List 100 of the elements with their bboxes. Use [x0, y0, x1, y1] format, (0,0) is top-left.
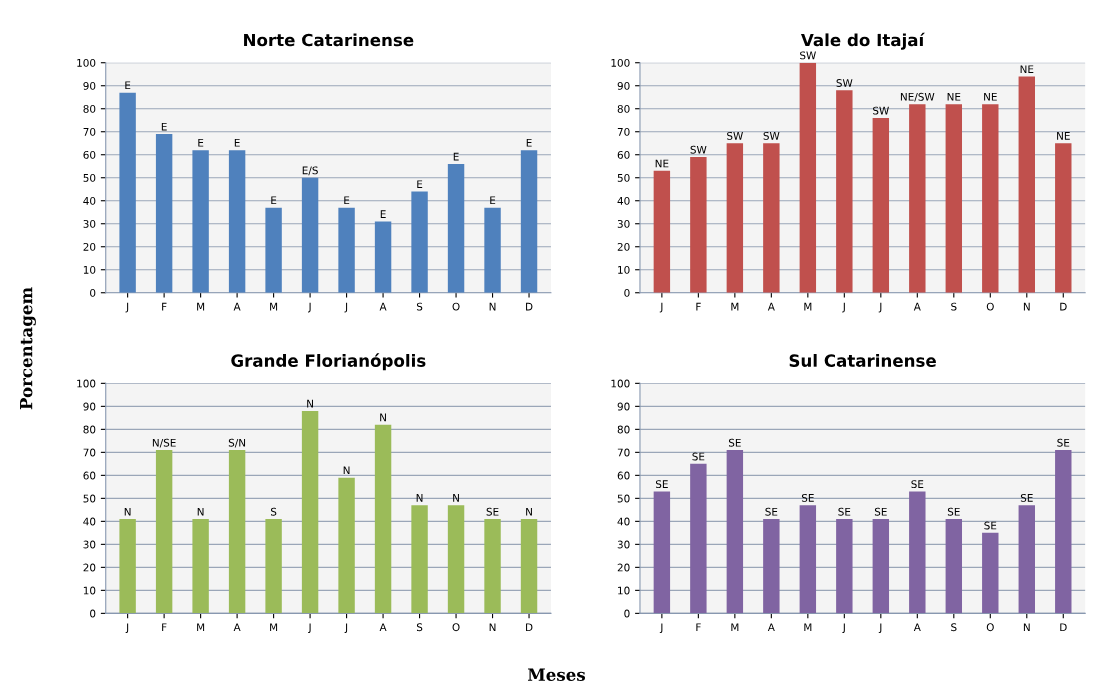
y-tick-label: 10 [618, 586, 630, 595]
y-tick-label: 60 [617, 471, 630, 480]
data-label: SE [984, 521, 997, 530]
bar [726, 143, 744, 293]
y-tick-label: 40 [83, 517, 96, 526]
bar [1055, 143, 1072, 293]
bar [228, 450, 246, 614]
y-tick-label: 0 [624, 609, 630, 618]
data-label: N [526, 507, 532, 516]
data-label: SE [765, 507, 778, 516]
x-tick-label: J [659, 623, 663, 634]
x-tick-label: D [1060, 623, 1067, 631]
data-label: NE [947, 92, 961, 101]
data-label: SE [947, 507, 960, 516]
data-label: NE [984, 92, 997, 101]
y-tick-label: 90 [617, 81, 630, 90]
x-tick-label: J [344, 623, 348, 634]
y-tick-label: 0 [90, 288, 96, 297]
data-label: SE [874, 507, 887, 516]
y-tick-label: 50 [617, 173, 630, 182]
data-label: E [234, 138, 240, 147]
y-tick-label: 10 [83, 586, 96, 595]
y-tick-label: 90 [83, 402, 96, 411]
data-label: SW [690, 145, 707, 154]
bar [192, 519, 209, 614]
x-tick-label: J [842, 302, 845, 313]
bar [945, 519, 963, 614]
y-tick-label: 30 [617, 540, 630, 549]
data-label: E [453, 152, 459, 161]
y-tick-label: 40 [83, 196, 96, 205]
x-tick-label: F [162, 302, 167, 311]
data-label: E/S [302, 166, 318, 176]
data-label: SE [1057, 438, 1070, 447]
y-tick-label: 50 [617, 494, 630, 503]
data-label: E [344, 196, 350, 205]
y-tick-label: 20 [83, 563, 96, 572]
x-tick-label: F [162, 623, 167, 631]
x-tick-label: J [308, 623, 311, 634]
bar [690, 157, 707, 293]
y-tick-label: 30 [617, 219, 630, 228]
data-label: N [124, 507, 131, 516]
x-tick-label: M [270, 302, 278, 311]
bar [447, 163, 465, 293]
data-label: SE [486, 507, 499, 516]
x-tick-label: O [986, 623, 994, 632]
y-tick-label: 70 [617, 448, 630, 457]
x-tick-label: F [696, 302, 701, 311]
bar [484, 207, 501, 293]
data-label: SE [801, 493, 814, 502]
data-label: SE [838, 507, 851, 516]
y-tick-label: 100 [611, 58, 630, 67]
bar [338, 477, 355, 614]
data-label: N [197, 507, 204, 516]
bar [155, 134, 173, 293]
x-tick-label: J [344, 302, 348, 313]
bar [799, 62, 817, 293]
x-tick-label: O [452, 302, 460, 311]
data-label: S [270, 507, 277, 516]
x-tick-label: A [379, 623, 387, 631]
bar [301, 410, 319, 614]
y-tick-label: 10 [618, 265, 630, 274]
data-label: SW [763, 131, 780, 140]
x-tick-label: M [197, 623, 205, 631]
bar [520, 519, 538, 614]
x-tick-label: S [951, 623, 957, 632]
bar [411, 505, 428, 614]
y-axis-title: Porcentagem [20, 287, 36, 410]
bar [484, 519, 501, 614]
x-tick-label: A [913, 623, 921, 631]
bar [447, 505, 465, 614]
x-tick-label: N [489, 302, 496, 311]
bar [1018, 505, 1035, 614]
y-tick-label: 70 [617, 127, 630, 136]
bar [265, 519, 282, 614]
chart-title: Grande Florianópolis [231, 353, 426, 371]
bar [690, 463, 707, 614]
x-tick-label: N [489, 623, 496, 631]
data-label: E [417, 180, 423, 188]
y-tick-label: 60 [617, 150, 630, 159]
x-tick-label: M [270, 623, 278, 631]
bar [411, 191, 428, 293]
y-tick-label: 50 [83, 173, 96, 182]
y-tick-label: 20 [617, 563, 630, 572]
x-tick-label: J [125, 623, 129, 634]
data-label: N [343, 466, 350, 475]
data-label: SW [836, 79, 853, 87]
x-tick-label: J [878, 623, 882, 634]
x-tick-label: M [731, 623, 739, 631]
data-label: NE [655, 159, 669, 168]
bar [192, 150, 209, 293]
chart-title: Vale do Itajaí [801, 32, 925, 50]
data-label: N [380, 413, 386, 422]
y-tick-label: 50 [83, 494, 96, 503]
data-label: SW [727, 131, 743, 140]
x-tick-label: J [842, 623, 845, 634]
bar [520, 150, 538, 293]
x-tick-label: J [308, 302, 311, 313]
data-label: E [490, 196, 496, 205]
data-label: S/N [228, 438, 246, 448]
x-tick-label: S [951, 302, 957, 311]
